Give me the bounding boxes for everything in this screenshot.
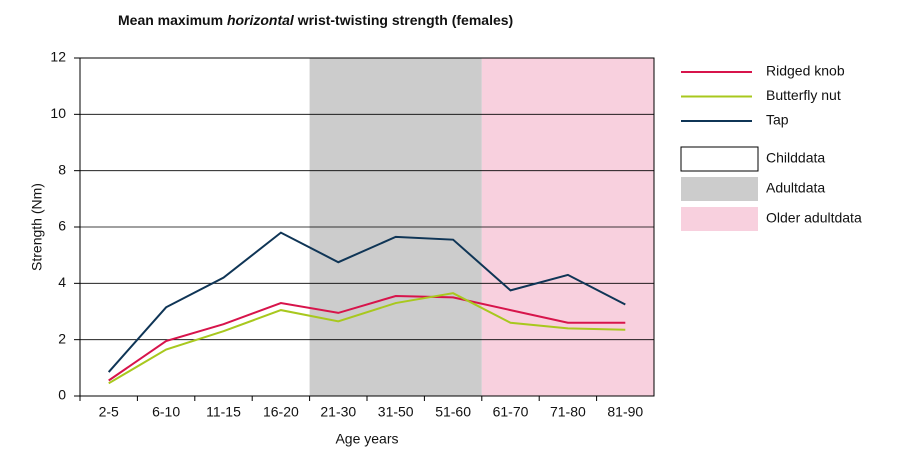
y-tick-label: 0 [58, 387, 66, 403]
y-tick-label: 4 [58, 274, 66, 290]
legend-swatch [681, 177, 758, 201]
series-line [108, 295, 626, 382]
legend-label: Childdata [766, 150, 825, 166]
x-tick-label: 6-10 [152, 404, 180, 420]
y-tick-label: 8 [58, 161, 66, 177]
series-line [108, 292, 626, 385]
x-tick-label: 81-90 [607, 404, 643, 420]
series-line [107, 231, 626, 373]
y-tick-label: 12 [50, 49, 66, 65]
x-tick-label: 61-70 [493, 404, 529, 420]
y-tick-label: 2 [58, 330, 66, 346]
x-axis-label: Age years [335, 431, 398, 447]
y-axis-label: Strength (Nm) [29, 183, 45, 271]
y-tick-label: 6 [58, 218, 66, 234]
x-tick-label: 31-50 [378, 404, 414, 420]
x-tick-label: 71-80 [550, 404, 586, 420]
x-tick-label: 2-5 [99, 404, 119, 420]
x-tick-label: 11-15 [206, 404, 241, 420]
legend-label: Butterfly nut [766, 87, 841, 103]
title-part: horizontal [227, 12, 295, 28]
chart-title: Mean maximum horizontal wrist-twisting s… [118, 12, 513, 28]
x-tick-label: 16-20 [263, 404, 299, 420]
legend-label: Ridged knob [766, 63, 845, 79]
title-part: wrist-twisting strength (females) [294, 12, 513, 28]
x-tick-label: 51-60 [435, 404, 471, 420]
legend-swatch [681, 207, 758, 231]
legend-label: Adultdata [766, 180, 825, 196]
legend-label: Tap [766, 112, 789, 128]
x-tick-label: 21-30 [320, 404, 356, 420]
title-part: Mean maximum [118, 12, 227, 28]
y-tick-label: 10 [50, 105, 66, 121]
legend-label: Older adultdata [766, 210, 862, 226]
legend-swatch [680, 146, 759, 172]
